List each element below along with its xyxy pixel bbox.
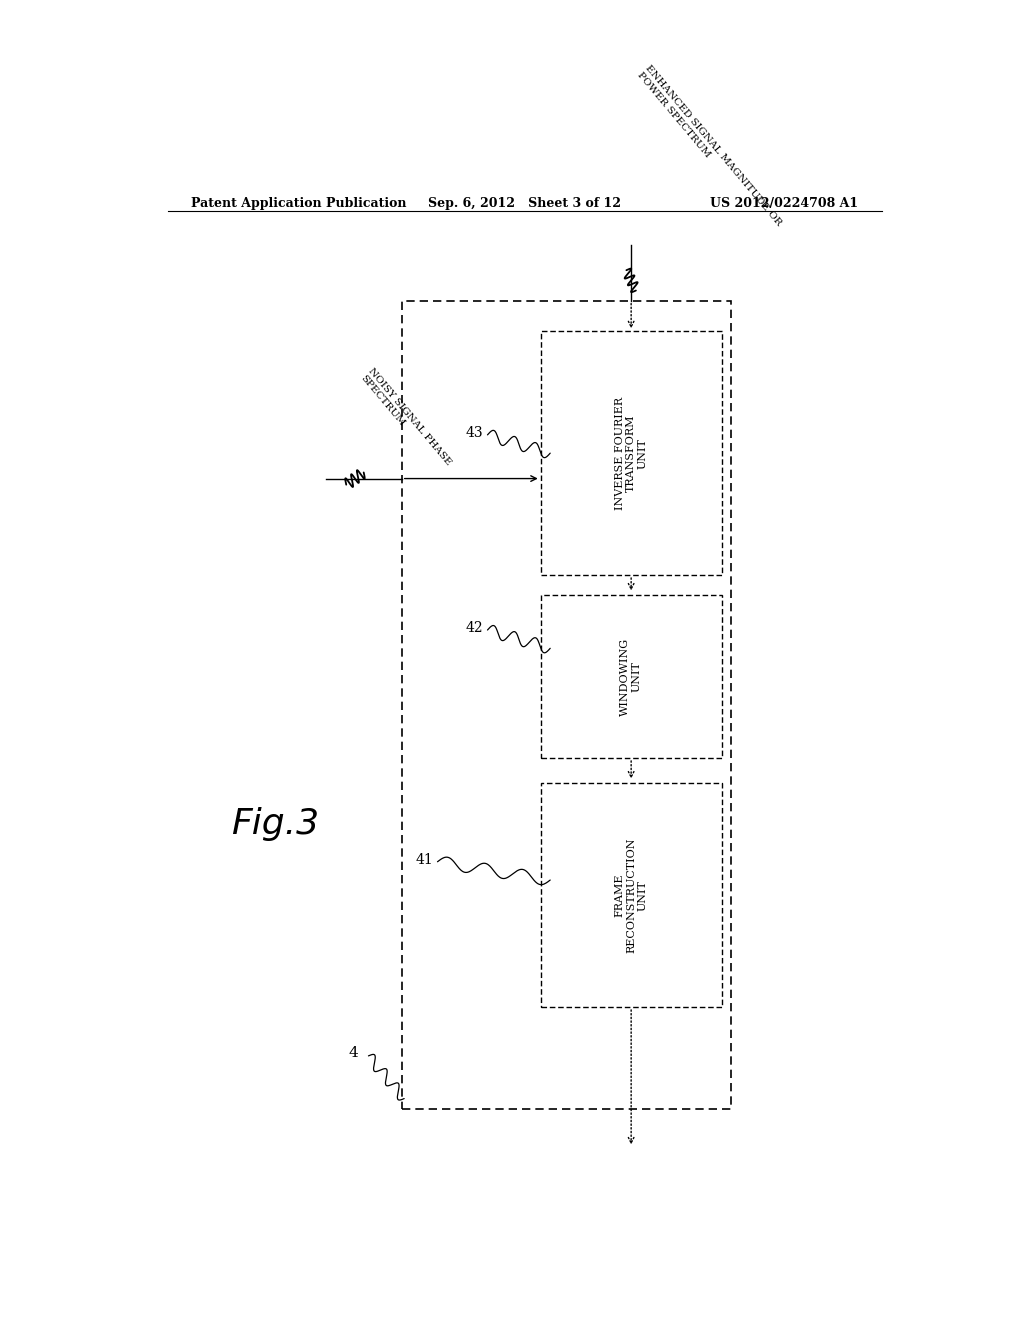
Text: 41: 41: [416, 853, 433, 867]
Text: FRAME
RECONSTRUCTION
UNIT: FRAME RECONSTRUCTION UNIT: [614, 838, 648, 953]
Bar: [401, 301, 731, 1109]
Text: WINDOWING
UNIT: WINDOWING UNIT: [621, 638, 642, 715]
Text: ENHANCED SIGNAL MAGNITUDE OR
POWER SPECTRUM: ENHANCED SIGNAL MAGNITUDE OR POWER SPECT…: [635, 63, 782, 235]
Text: INVERSE FOURIER
TRANSFORM
UNIT: INVERSE FOURIER TRANSFORM UNIT: [614, 396, 648, 510]
Text: 42: 42: [466, 620, 483, 635]
Text: 4: 4: [348, 1045, 358, 1060]
Text: 43: 43: [466, 426, 483, 440]
Text: NOISY SIGNAL PHASE
SPECTRUM: NOISY SIGNAL PHASE SPECTRUM: [358, 367, 453, 474]
Text: Sep. 6, 2012   Sheet 3 of 12: Sep. 6, 2012 Sheet 3 of 12: [428, 197, 622, 210]
Bar: [541, 331, 722, 576]
Bar: [541, 595, 722, 758]
Text: US 2012/0224708 A1: US 2012/0224708 A1: [710, 197, 858, 210]
Bar: [541, 784, 722, 1007]
Text: Patent Application Publication: Patent Application Publication: [191, 197, 407, 210]
Text: Fig.3: Fig.3: [230, 807, 318, 841]
